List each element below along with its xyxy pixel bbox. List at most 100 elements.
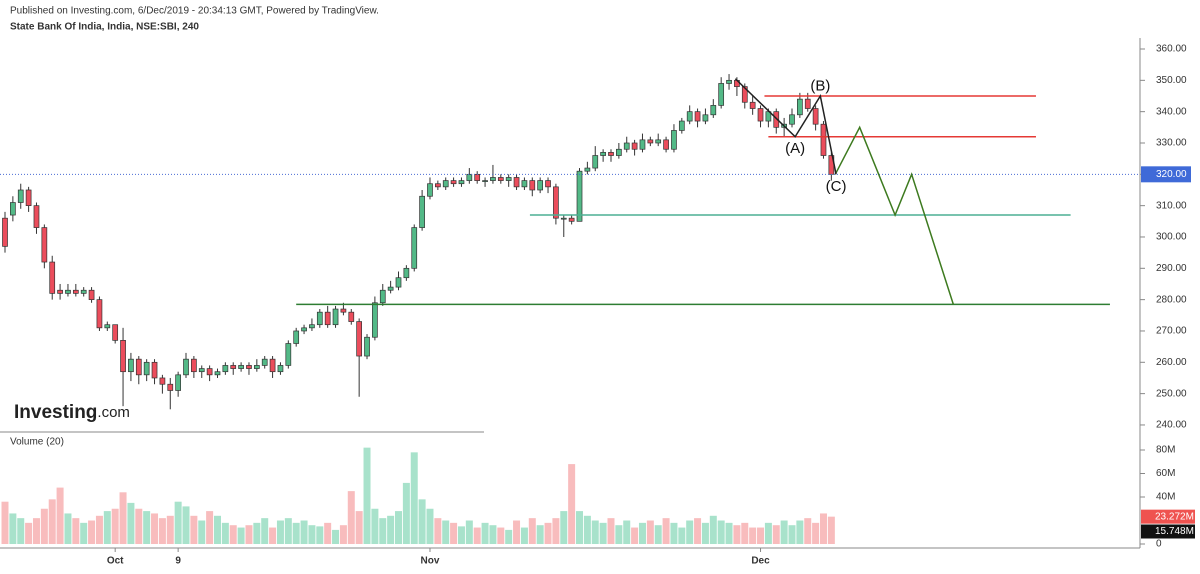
volume-bar: [465, 520, 473, 544]
candle-body: [671, 130, 677, 150]
candle-body: [316, 311, 323, 326]
candle-body: [403, 267, 410, 279]
candle-body: [749, 101, 756, 109]
volume-bar: [568, 464, 576, 544]
volume-bar: [95, 515, 103, 544]
volume-bar: [631, 527, 639, 544]
candle-body: [616, 148, 622, 156]
volume-bar: [229, 525, 237, 544]
volume-bar: [135, 508, 143, 544]
candle-body: [2, 217, 8, 247]
candle-body: [372, 302, 378, 338]
candle-body: [513, 177, 520, 188]
volume-bar: [772, 525, 780, 544]
volume-bar: [591, 520, 599, 544]
candle-body: [568, 217, 575, 222]
volume-bar: [434, 518, 442, 544]
volume-bar: [174, 501, 182, 544]
candle-body: [198, 368, 205, 373]
candle-body: [442, 180, 449, 188]
chart-title: State Bank Of India, India, NSE:SBI, 240: [10, 22, 199, 33]
volume-bar: [363, 447, 371, 544]
volume-bar: [308, 525, 316, 544]
volume-bar: [709, 515, 717, 544]
volume-bar: [300, 520, 308, 544]
volume-bar: [166, 515, 174, 544]
volume-bar: [662, 518, 670, 544]
candle-body: [458, 180, 465, 185]
candle-body: [694, 111, 701, 122]
candle-body: [631, 142, 638, 150]
candle-body: [427, 183, 433, 197]
volume-tick-label: 80M: [1156, 445, 1175, 456]
volume-bar: [741, 522, 749, 544]
y-tick-label: 300.00: [1156, 232, 1187, 243]
y-tick-label: 360.00: [1156, 44, 1187, 55]
candle-body: [269, 358, 276, 373]
candle-body: [230, 365, 237, 369]
candle-body: [773, 111, 780, 128]
candle-body: [222, 365, 229, 373]
wave-label: (B): [810, 78, 830, 95]
volume-bar: [245, 525, 253, 544]
candle-body: [33, 205, 40, 228]
volume-bar: [520, 527, 528, 544]
volume-bar: [269, 527, 277, 544]
volume-bar: [339, 525, 347, 544]
volume-bar: [32, 518, 40, 544]
candle-body: [757, 108, 764, 122]
candle-body: [135, 358, 142, 376]
candle-body: [411, 227, 418, 269]
volume-bar: [103, 511, 111, 544]
candle-body: [820, 123, 827, 156]
last-volume-badge: [1141, 509, 1195, 524]
volume-bar: [812, 522, 820, 544]
volume-bar: [88, 520, 96, 544]
y-tick-label: 330.00: [1156, 138, 1187, 149]
volume-bar: [190, 515, 198, 544]
candle-body: [435, 183, 441, 188]
candle-body: [474, 173, 481, 181]
volume-bar: [701, 522, 709, 544]
volume-bar: [48, 499, 56, 544]
volume-bar: [489, 525, 497, 544]
volume-bar: [646, 520, 654, 544]
volume-bar: [757, 527, 765, 544]
candle-body: [17, 189, 24, 203]
candle-body: [678, 120, 685, 131]
candle-body: [450, 180, 457, 185]
candle-body: [647, 139, 654, 144]
volume-bar: [827, 516, 835, 544]
volume-bar: [536, 525, 544, 544]
volume-bar: [9, 513, 17, 544]
candle-body: [560, 217, 567, 220]
volume-bar: [127, 502, 135, 544]
volume-bar: [607, 518, 615, 544]
volume-bar: [457, 526, 465, 544]
drawing: [734, 78, 837, 175]
volume-bar: [544, 522, 552, 544]
candle-body: [183, 358, 189, 376]
y-tick-label: 240.00: [1156, 420, 1187, 431]
x-tick-label: Nov: [421, 556, 440, 567]
volume-bar: [481, 522, 489, 544]
candle-body: [497, 177, 504, 181]
volume-bar: [796, 520, 804, 544]
candle-body: [49, 261, 56, 294]
volume-bar: [316, 526, 324, 544]
volume-bar: [442, 520, 450, 544]
volume-bar: [764, 522, 772, 544]
candle-body: [395, 277, 402, 288]
volume-bar: [576, 511, 584, 544]
volume-bar: [347, 491, 355, 544]
volume-bar: [111, 508, 119, 544]
volume-bar: [717, 520, 725, 544]
volume-bar: [355, 511, 363, 544]
volume-bar: [284, 518, 292, 544]
volume-bar: [206, 511, 214, 544]
y-tick-label: 340.00: [1156, 106, 1187, 117]
candle-body: [529, 180, 536, 191]
candle-body: [466, 173, 473, 181]
